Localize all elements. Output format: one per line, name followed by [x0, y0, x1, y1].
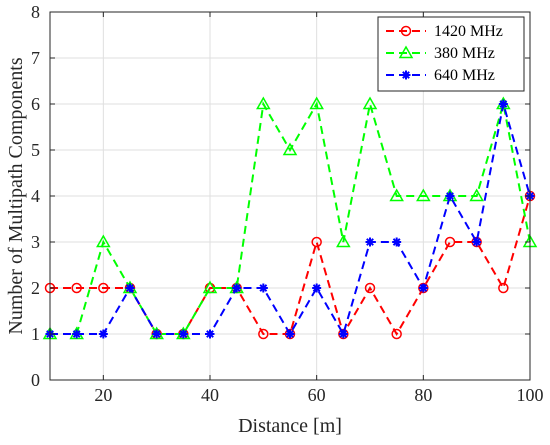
data-point	[391, 328, 402, 340]
legend-item: 640 MHz	[386, 67, 495, 84]
data-point	[71, 282, 82, 294]
legend-item: 380 MHz	[386, 45, 495, 62]
x-tick-label: 40	[201, 385, 219, 405]
data-point	[258, 283, 268, 293]
y-tick-label: 2	[31, 278, 40, 298]
y-tick-label: 8	[31, 2, 40, 22]
data-point	[202, 280, 218, 294]
data-point	[498, 282, 509, 294]
x-tick-label: 20	[94, 385, 112, 405]
data-point	[178, 329, 188, 339]
data-point	[285, 329, 295, 339]
data-point	[232, 283, 242, 293]
data-point	[392, 237, 402, 247]
x-tick-label: 100	[517, 385, 544, 405]
legend-label: 640 MHz	[434, 67, 495, 84]
data-point	[312, 283, 322, 293]
data-point	[338, 329, 348, 339]
data-point	[469, 188, 484, 202]
data-point	[416, 188, 431, 202]
data-point	[125, 283, 135, 293]
y-axis-label: Number of Multipath Components	[5, 57, 27, 334]
data-point	[418, 283, 428, 293]
data-point	[365, 237, 375, 247]
series-1	[42, 96, 538, 340]
y-tick-label: 5	[31, 140, 40, 160]
data-point	[362, 96, 378, 110]
y-tick-label: 3	[31, 232, 40, 252]
legend-marker	[401, 70, 411, 80]
y-tick-label: 1	[31, 324, 40, 344]
data-point	[336, 234, 351, 248]
y-tick-label: 7	[31, 48, 40, 68]
data-point	[364, 282, 376, 294]
data-point	[472, 237, 482, 247]
data-point	[96, 234, 111, 248]
data-point	[72, 329, 82, 339]
legend-marker	[400, 25, 412, 37]
data-point	[98, 282, 109, 294]
data-point	[498, 99, 508, 109]
series-layer	[42, 96, 538, 340]
data-point	[98, 329, 108, 339]
x-tick-label: 60	[308, 385, 326, 405]
data-point	[258, 328, 269, 340]
axis-ticks: 20 40 60 80 100 0 1 2 3 4 5 6 7 8	[31, 2, 544, 405]
series-line	[50, 101, 531, 335]
data-point	[205, 329, 215, 339]
x-tick-label: 80	[414, 385, 432, 405]
data-point	[445, 191, 455, 201]
legend-label: 380 MHz	[434, 45, 495, 62]
data-point	[152, 329, 162, 339]
legend-item: 1420 MHz	[386, 23, 503, 40]
y-tick-label: 6	[31, 94, 40, 114]
legend-marker	[398, 45, 414, 59]
data-point	[389, 188, 404, 202]
y-tick-label: 4	[31, 186, 40, 206]
y-tick-label: 0	[31, 370, 40, 390]
series-2	[45, 99, 535, 339]
legend-label: 1420 MHz	[434, 23, 503, 40]
data-point	[311, 236, 322, 248]
data-point	[444, 236, 456, 248]
data-point	[256, 96, 271, 110]
data-point	[309, 96, 324, 110]
series-line	[50, 195, 531, 337]
data-point	[282, 142, 298, 156]
legend: 1420 MHz 380 MHz 640 MHz	[377, 16, 525, 92]
x-axis-label: Distance [m]	[238, 415, 342, 437]
series-line	[50, 103, 531, 337]
